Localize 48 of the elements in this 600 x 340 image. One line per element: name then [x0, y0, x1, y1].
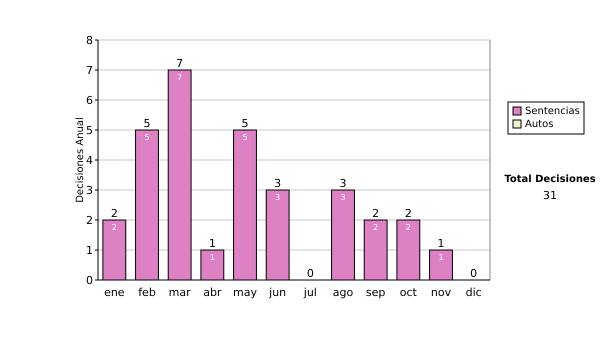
x-tick-label: mar: [168, 286, 192, 299]
x-tick-label: abr: [203, 286, 222, 299]
y-tick-label: 4: [86, 154, 93, 167]
y-tick-label: 6: [86, 94, 93, 107]
data-label: 3: [340, 193, 346, 202]
total-label: 1: [208, 237, 216, 250]
y-axis-title: Decisiones Anual: [75, 117, 86, 203]
y-tick-label: 2: [86, 214, 93, 227]
data-label: 2: [406, 223, 411, 232]
legend-label: Sentencias: [525, 106, 580, 117]
y-tick-label: 5: [86, 124, 93, 137]
total-label: 7: [176, 57, 184, 70]
x-tick-label: ago: [332, 286, 354, 299]
data-label: 5: [242, 133, 248, 142]
y-tick-label: 0: [86, 274, 93, 287]
x-tick-label: sep: [366, 286, 386, 299]
data-label: 2: [373, 223, 378, 232]
x-tick-label: jul: [302, 286, 317, 299]
data-label: 1: [438, 253, 444, 262]
total-label: 1: [438, 237, 444, 250]
text: Total Decisiones: [504, 174, 596, 185]
total-label: 5: [242, 117, 248, 130]
x-tick-label: ene: [104, 286, 125, 299]
x-tick-label: dic: [466, 286, 482, 299]
total-label: 0: [306, 267, 314, 280]
x-tick-label: jun: [268, 286, 286, 299]
y-tick-label: 3: [86, 184, 93, 197]
data-label: 1: [210, 253, 215, 262]
x-tick-label: oct: [400, 286, 418, 299]
total-label: 2: [404, 207, 412, 220]
y-tick-label: 7: [86, 64, 93, 77]
total-label: 5: [144, 117, 150, 130]
total-label: 3: [340, 177, 346, 190]
data-label: 7: [177, 73, 182, 82]
data-label: 2: [112, 223, 117, 232]
total-label: 0: [470, 267, 478, 280]
x-tick-label: may: [233, 286, 258, 299]
total-label: 3: [274, 177, 282, 190]
total-label: 2: [110, 207, 118, 220]
total-label: 2: [372, 207, 380, 220]
legend-label: Autos: [525, 119, 554, 130]
y-tick-label: 8: [86, 34, 93, 47]
x-tick-label: feb: [138, 286, 156, 299]
data-label: 5: [144, 133, 150, 142]
data-label: 3: [275, 193, 280, 202]
y-tick-label: 1: [86, 244, 93, 257]
x-tick-label: nov: [430, 286, 452, 299]
text: 31: [543, 189, 557, 202]
